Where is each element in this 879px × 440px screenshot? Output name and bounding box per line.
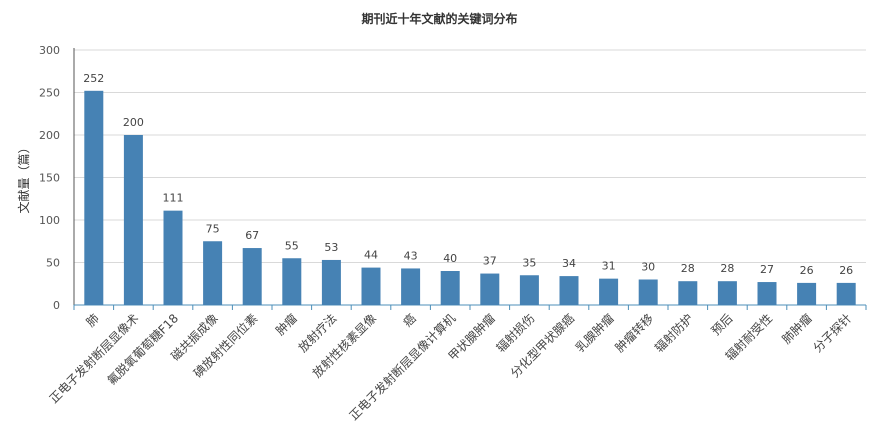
bar <box>321 259 341 305</box>
data-label: 111 <box>163 192 184 205</box>
bar <box>678 281 698 305</box>
x-tick-label: 氟脱氧葡萄糖F18 <box>104 311 181 388</box>
bar <box>638 279 658 305</box>
data-label: 200 <box>123 116 144 129</box>
x-tick-label: 肺 <box>84 311 102 329</box>
y-tick-label: 150 <box>39 172 60 185</box>
bar <box>599 278 619 305</box>
data-label: 67 <box>245 229 259 242</box>
x-tick-label: 肺肿瘤 <box>779 311 815 347</box>
bar <box>559 276 579 305</box>
data-label: 26 <box>839 264 853 277</box>
bar <box>361 267 381 305</box>
data-label: 40 <box>443 252 457 265</box>
chart-title: 期刊近十年文献的关键词分布 <box>361 12 518 26</box>
y-tick-label: 250 <box>39 87 60 100</box>
x-tick-label: 癌 <box>400 311 419 330</box>
data-label: 31 <box>602 260 616 273</box>
y-tick-label: 300 <box>39 44 60 57</box>
data-label: 75 <box>206 222 220 235</box>
bar <box>519 275 539 305</box>
bar <box>123 135 143 305</box>
data-label: 37 <box>483 255 497 268</box>
data-label: 44 <box>364 249 378 262</box>
x-tick-label: 分子探针 <box>810 311 855 356</box>
data-label: 34 <box>562 257 576 270</box>
data-label: 28 <box>720 262 734 275</box>
x-tick-label: 乳腺肿瘤 <box>572 311 617 356</box>
x-tick-label: 肿瘤 <box>272 311 300 339</box>
data-label: 252 <box>83 72 104 85</box>
bar <box>84 90 104 305</box>
bar <box>242 248 262 305</box>
bar <box>163 210 183 305</box>
bar <box>401 268 421 305</box>
y-tick-label: 0 <box>53 299 60 312</box>
bar <box>203 241 223 305</box>
data-label: 53 <box>324 241 338 254</box>
data-label: 43 <box>404 249 418 262</box>
data-label: 27 <box>760 263 774 276</box>
data-label: 30 <box>641 261 655 274</box>
bar <box>480 273 500 305</box>
data-label: 26 <box>800 264 814 277</box>
x-tick-label: 辐射防护 <box>651 311 696 356</box>
data-label: 55 <box>285 239 299 252</box>
y-tick-label: 100 <box>39 214 60 227</box>
data-label: 35 <box>522 256 536 269</box>
bar <box>836 282 856 305</box>
y-axis-label: 文献量（篇） <box>16 141 31 213</box>
bar <box>757 282 777 305</box>
x-tick-label: 预后 <box>709 311 736 338</box>
data-label: 28 <box>681 262 695 275</box>
bar <box>717 281 737 305</box>
bar <box>440 271 460 305</box>
y-tick-label: 200 <box>39 129 60 142</box>
x-tick-label: 肿瘤转移 <box>612 311 657 356</box>
y-tick-label: 50 <box>46 257 60 270</box>
bar <box>282 258 302 305</box>
bar <box>797 282 817 305</box>
